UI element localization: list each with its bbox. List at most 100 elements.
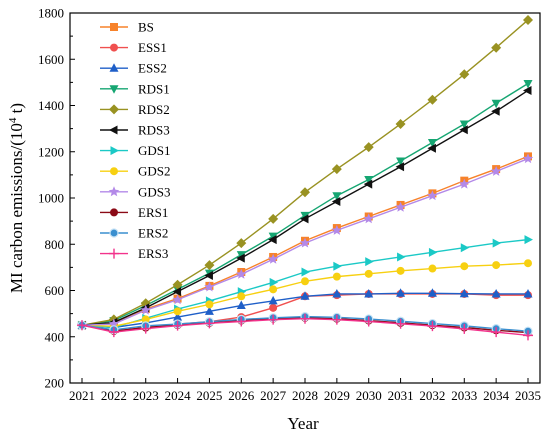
data-point-gds3: [204, 281, 215, 292]
data-point-rds3: [204, 270, 213, 280]
data-point-ess2: [396, 288, 406, 297]
data-point-gds1: [492, 238, 502, 248]
y-axis-title-main: MI carbon emissions/(10: [7, 123, 26, 293]
data-point-gds1: [301, 267, 310, 277]
legend: BS ESS1 ESS2 RDS1 RDS2 RDS3 GDS1 GDS2 GDS3 ERS1 ER…: [100, 20, 171, 261]
data-point-gds3: [490, 165, 502, 176]
data-point-ers3: [459, 323, 470, 334]
x-tick-label: 2024: [165, 388, 192, 403]
data-point-ers3: [331, 314, 342, 325]
data-point-gds2: [301, 277, 309, 286]
data-point-rds1: [332, 192, 342, 201]
legend-item-gds3: GDS3: [100, 184, 171, 199]
data-point-rds3: [268, 235, 277, 245]
legend-label: ESS1: [138, 40, 167, 55]
data-point-ess2: [204, 306, 214, 315]
data-point-rds2: [523, 14, 533, 25]
data-point-rds1: [491, 99, 501, 109]
data-point-ess1: [269, 303, 278, 312]
legend-label: GDS1: [138, 143, 171, 158]
y-tick-label: 200: [45, 376, 65, 391]
legend-label: ERS1: [138, 205, 168, 220]
data-point-rds2: [172, 279, 183, 290]
x-tick-label: 2027: [260, 388, 287, 403]
legend-item-ess2: ESS2: [100, 61, 167, 76]
series-layer: [76, 14, 534, 341]
data-point-gds2: [524, 259, 532, 268]
data-point-gds2: [492, 261, 501, 270]
legend-item-gds1: GDS1: [100, 143, 171, 158]
data-point-gds2: [269, 285, 278, 294]
legend-item-ers1: ERS1: [100, 205, 168, 220]
data-point-rds3: [395, 162, 405, 172]
data-point-ers3: [140, 323, 151, 334]
data-point-ers3: [268, 314, 279, 325]
data-point-rds3: [459, 125, 468, 135]
data-point-ers3: [108, 327, 119, 338]
legend-label: BS: [138, 20, 154, 35]
data-point-gds2: [396, 266, 405, 275]
data-point-gds2: [460, 262, 469, 271]
data-point-gds2: [205, 300, 214, 309]
y-tick-label: 1600: [38, 52, 64, 67]
data-point-rds1: [236, 251, 246, 260]
legend-label: ESS2: [138, 61, 167, 76]
data-point-gds3: [331, 224, 343, 235]
y-tick-label: 1200: [38, 144, 64, 159]
data-point-gds3: [172, 294, 183, 305]
data-point-ers3: [204, 318, 215, 329]
y-axis-title: MI carbon emissions/(104 t): [7, 103, 26, 293]
data-point-gds1: [269, 277, 279, 287]
data-point-rds3: [491, 106, 500, 116]
legend-swatch-marker: [109, 104, 119, 115]
legend-swatch-marker: [109, 228, 119, 238]
data-point-gds2: [141, 315, 150, 324]
data-point-gds3: [108, 318, 120, 329]
data-point-gds2: [364, 269, 373, 278]
data-point-rds1: [364, 176, 374, 185]
data-point-rds2: [427, 94, 438, 105]
data-point-gds2: [332, 272, 341, 281]
data-point-rds2: [300, 187, 310, 198]
legend-swatch-marker: [109, 63, 119, 72]
legend-item-ess1: ESS1: [100, 40, 167, 55]
x-tick-label: 2034: [483, 388, 510, 403]
x-tick-label: 2026: [228, 388, 255, 403]
x-tick-label: 2021: [69, 388, 95, 403]
legend-swatch-marker: [109, 85, 119, 94]
legend-label: RDS1: [138, 81, 170, 96]
data-point-rds3: [172, 287, 182, 297]
legend-item-bs: BS: [100, 20, 154, 35]
data-point-gds3: [299, 237, 311, 248]
data-point-gds3: [427, 190, 438, 201]
x-axis-title: Year: [287, 414, 319, 433]
data-point-rds2: [459, 69, 470, 80]
data-point-rds1: [459, 120, 469, 129]
data-point-ers3: [427, 321, 438, 332]
legend-item-ers2: ERS2: [100, 226, 168, 241]
data-point-gds3: [236, 268, 247, 279]
y-tick-label: 800: [45, 237, 65, 252]
axes-layer: 200 400 600 800 1000 1200 1400 1600 1800 2021 2022…: [38, 6, 541, 404]
data-point-gds2: [237, 292, 246, 301]
data-point-ess2: [236, 300, 246, 310]
data-point-rds2: [236, 238, 247, 249]
data-point-ess2: [173, 312, 183, 321]
data-point-ers3: [172, 320, 183, 331]
x-tick-label: 2030: [356, 388, 382, 403]
y-tick-label: 600: [45, 283, 65, 298]
data-point-gds1: [365, 257, 374, 267]
data-point-rds1: [300, 211, 310, 221]
data-point-gds1: [397, 252, 406, 262]
data-point-gds1: [460, 243, 470, 253]
data-point-gds2: [173, 307, 182, 316]
data-point-gds1: [524, 235, 533, 245]
data-point-rds1: [523, 80, 533, 89]
data-point-rds3: [427, 143, 436, 153]
legend-swatch-marker: [108, 186, 120, 197]
data-point-ess2: [491, 288, 501, 298]
x-tick-label: 2022: [101, 388, 127, 403]
data-point-rds1: [427, 139, 437, 148]
y-tick-label: 400: [45, 329, 65, 344]
